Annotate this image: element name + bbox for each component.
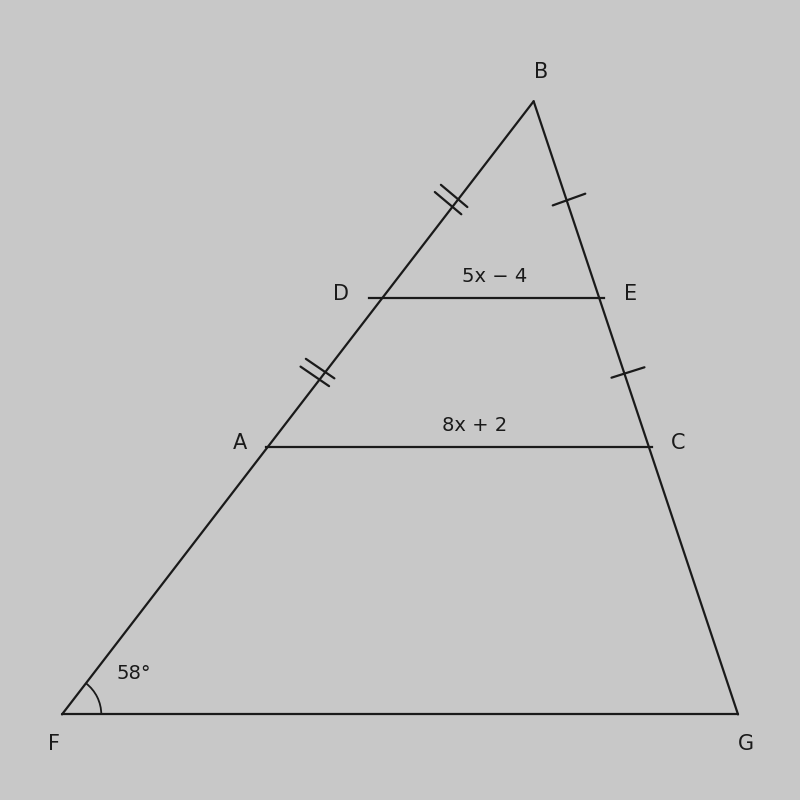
Text: D: D (333, 284, 349, 304)
Text: 58°: 58° (117, 664, 152, 683)
Text: F: F (48, 734, 60, 754)
Text: 8x + 2: 8x + 2 (442, 416, 507, 435)
Text: B: B (534, 62, 549, 82)
Text: G: G (738, 734, 754, 754)
Text: A: A (233, 434, 246, 454)
Text: 5x − 4: 5x − 4 (462, 267, 527, 286)
Text: C: C (671, 434, 686, 454)
Text: E: E (624, 284, 637, 304)
